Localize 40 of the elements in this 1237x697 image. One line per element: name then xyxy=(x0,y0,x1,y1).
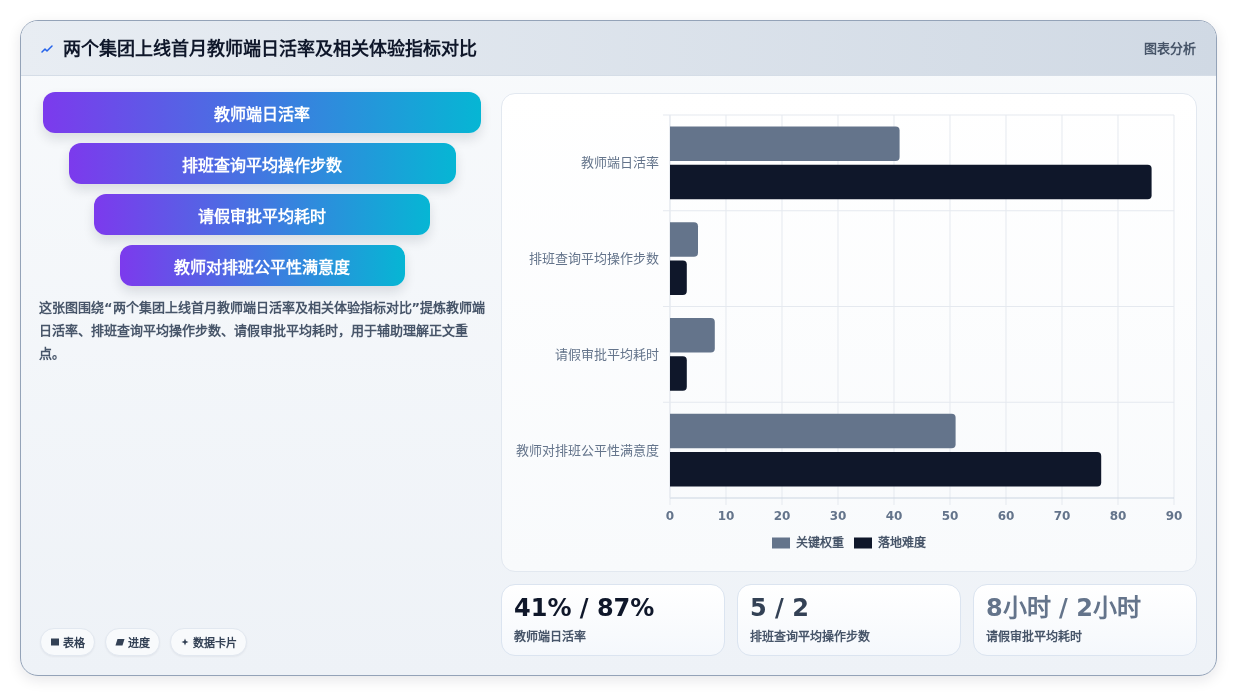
legend-label: 落地难度 xyxy=(878,535,927,550)
text: 8小时 / 2小时 xyxy=(986,593,1141,623)
bar xyxy=(670,260,687,296)
x-tick-label: 30 xyxy=(829,509,847,523)
bar xyxy=(670,164,1152,200)
x-tick-label: 80 xyxy=(1109,509,1127,523)
text: 进度 xyxy=(128,636,150,650)
x-tick-label: 20 xyxy=(773,509,791,523)
bar xyxy=(670,126,900,161)
category-label: 请假审批平均耗时 xyxy=(198,205,326,227)
text: 数据卡片 xyxy=(193,635,237,650)
y-tick-label: 排班查询平均操作步数 xyxy=(529,251,659,267)
bar xyxy=(670,317,715,353)
y-tick-label: 请假审批平均耗时 xyxy=(555,346,659,362)
y-tick-label: 教师对排班公平性满意度 xyxy=(516,442,659,458)
x-tick-label: 10 xyxy=(717,509,735,523)
text: 这张图围绕“两个集团上线首月教师端日活率及相关体验指标对比”提炼教师端日活率、排班查询平均操作步数、请假审批平均耗时，用于辅助理解正文重点。 xyxy=(39,299,487,363)
x-tick-label: 40 xyxy=(885,509,903,523)
x-tick-label: 70 xyxy=(1053,509,1071,523)
category-label: 排班查询平均操作步数 xyxy=(182,154,342,176)
text: 5 / 2 xyxy=(750,593,809,623)
category-label: 教师对排班公平性满意度 xyxy=(174,256,350,278)
text: 教师端日活率 xyxy=(514,629,586,645)
bar xyxy=(670,222,698,257)
text: 表格 xyxy=(63,635,85,650)
legend-label: 关键权重 xyxy=(796,535,844,550)
x-tick-label: 0 xyxy=(665,509,675,523)
y-tick-label: 教师端日活率 xyxy=(581,155,659,171)
text: 请假审批平均耗时 xyxy=(986,629,1082,645)
bar xyxy=(670,413,956,449)
x-tick-label: 90 xyxy=(1165,509,1183,523)
x-tick-label: 50 xyxy=(941,509,959,523)
x-tick-label: 60 xyxy=(997,509,1015,523)
text: 两个集团上线首月教师端日活率及相关体验指标对比 xyxy=(63,37,477,61)
bar xyxy=(670,356,687,391)
text: 图表分析 xyxy=(1144,40,1196,58)
category-label: 教师端日活率 xyxy=(214,103,310,125)
text: 排班查询平均操作步数 xyxy=(750,629,870,645)
bar xyxy=(670,452,1102,487)
text: 41% / 87% xyxy=(514,593,655,623)
